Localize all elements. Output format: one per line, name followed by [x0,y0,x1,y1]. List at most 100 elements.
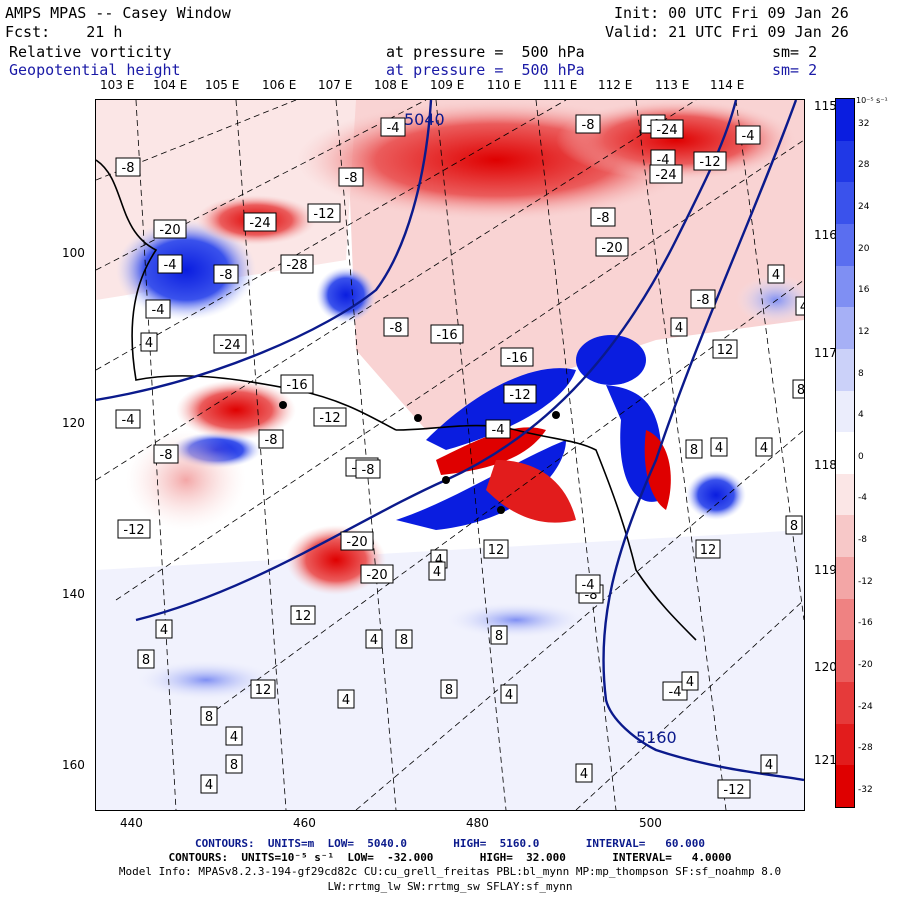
colorbar-label: -12 [858,576,873,587]
svg-text:4: 4 [505,688,513,703]
vorticity-label: 12 [483,539,509,559]
x-tick-440: 440 [120,816,143,830]
svg-text:-12: -12 [723,783,744,798]
svg-text:4: 4 [370,633,378,648]
red-cell-east [644,430,671,510]
lon-label: 111 E [543,78,578,92]
colorbar-cell [836,723,854,766]
field1-name: Relative vorticity [9,43,172,61]
svg-text:-8: -8 [597,211,610,226]
vorticity-label: 4 [767,264,785,284]
vorticity-label: 4 [428,561,446,581]
vorticity-label: 8 [440,679,458,699]
colorbar-unit: 10⁻⁵ s⁻¹ [856,96,888,105]
vorticity-label: 4 [670,317,688,337]
colorbar-label: -20 [858,660,873,671]
svg-text:4: 4 [145,336,153,351]
svg-text:-12: -12 [509,388,530,403]
vorticity-label: -12 [313,407,347,427]
y-tick-160: 160 [62,758,85,772]
vorticity-label: 8 [490,625,508,645]
vorticity-label: 12 [290,605,316,625]
station-dot [552,411,560,419]
svg-text:-4: -4 [742,129,755,144]
svg-text:-8: -8 [362,463,375,478]
svg-text:-20: -20 [159,223,180,238]
svg-text:-20: -20 [346,535,367,550]
vorticity-label: 4 [155,619,173,639]
colorbar-label: 12 [858,326,870,337]
y-tick-120: 120 [62,416,85,430]
vorticity-label: -20 [595,237,629,257]
vorticity-label: -20 [153,219,187,239]
height-contour-5160 [602,100,804,782]
vorticity-label: -8 [383,317,409,337]
svg-text:-8: -8 [160,448,173,463]
y-tick-100: 100 [62,246,85,260]
lon-label: 113 E [655,78,690,92]
svg-text:4: 4 [772,268,780,283]
positive-vorticity-region-south [96,530,804,810]
station-dot [414,414,422,422]
vorticity-label: 8 [225,754,243,774]
vorticity-label: -4 [380,117,406,137]
coastline [96,159,397,431]
map-svg: 5040 5160 -4-8-8-20 -24-12-28-4-8-4-16-8-… [96,100,804,810]
colorbar-cell [836,557,854,600]
red-cell-core-south [486,460,576,523]
svg-text:-16: -16 [286,378,307,393]
svg-text:4: 4 [342,693,350,708]
lon-label: 114 E [710,78,745,92]
vorticity-label: -12 [117,519,151,539]
svg-text:-4: -4 [152,303,165,318]
x-tick-480: 480 [466,816,489,830]
svg-text:8: 8 [797,383,804,398]
colorbar-cell [836,99,854,142]
vorticity-label: -20 [360,564,394,584]
svg-text:-4: -4 [582,578,595,593]
svg-text:-8: -8 [122,161,135,176]
svg-text:-24: -24 [249,216,270,231]
colorbar-cell [836,682,854,725]
svg-text:8: 8 [690,443,698,458]
field2-name: Geopotential height [9,61,181,79]
field2-smoothing: sm= 2 [772,61,818,79]
colorbar-label: 20 [858,243,870,254]
height-label-5040: 5040 [404,110,445,129]
red-cell-west [176,380,296,440]
vorticity-label: 8 [200,706,218,726]
vorticity-label: -8 [690,289,716,309]
vorticity-label: -4 [575,574,601,594]
vorticity-contour-labels: -4 -8 -8 -20 -24 -12 -28 -4 -8 -4 -16 -8 -24 -16 -12 -8… [115,114,804,799]
svg-text:12: 12 [255,683,272,698]
svg-text:-12: -12 [313,207,334,222]
model-title: AMPS MPAS -- Casey Window [5,4,231,22]
svg-text:-8: -8 [390,321,403,336]
blue-cell-far-east [736,275,804,325]
vorticity-label: -12 [307,203,341,223]
colorbar-cell [836,182,854,225]
vorticity-label: 8 [395,629,413,649]
svg-text:12: 12 [717,343,734,358]
svg-text:-8: -8 [220,268,233,283]
colorbar-label: 28 [858,160,870,171]
blue-cell-west [116,220,256,320]
svg-text:4: 4 [580,767,588,782]
svg-text:4: 4 [675,321,683,336]
vorticity-label: -24 [650,119,684,139]
vorticity-label: -8 [153,444,179,464]
svg-text:-8: -8 [345,171,358,186]
vorticity-label: -20 [340,531,374,551]
footer-height-contours: CONTOURS: UNITS=m LOW= 5040.0 HIGH= 5160… [195,837,705,850]
svg-text:-16: -16 [506,351,527,366]
svg-text:-4: -4 [657,153,670,168]
vorticity-label: 8 [685,439,703,459]
vorticity-map: 5040 5160 -4 -8 -8 -20 -24 -12 -28 -4 -8 -4 -16 -8-… [95,99,805,811]
svg-text:4: 4 [230,730,238,745]
svg-text:12: 12 [488,543,505,558]
vorticity-label: -24 [213,334,247,354]
colorbar-label: -4 [858,493,867,504]
colorbar-cell [836,765,854,808]
colorbar-label: -32 [858,785,873,795]
colorbar-label: 4 [858,410,864,421]
